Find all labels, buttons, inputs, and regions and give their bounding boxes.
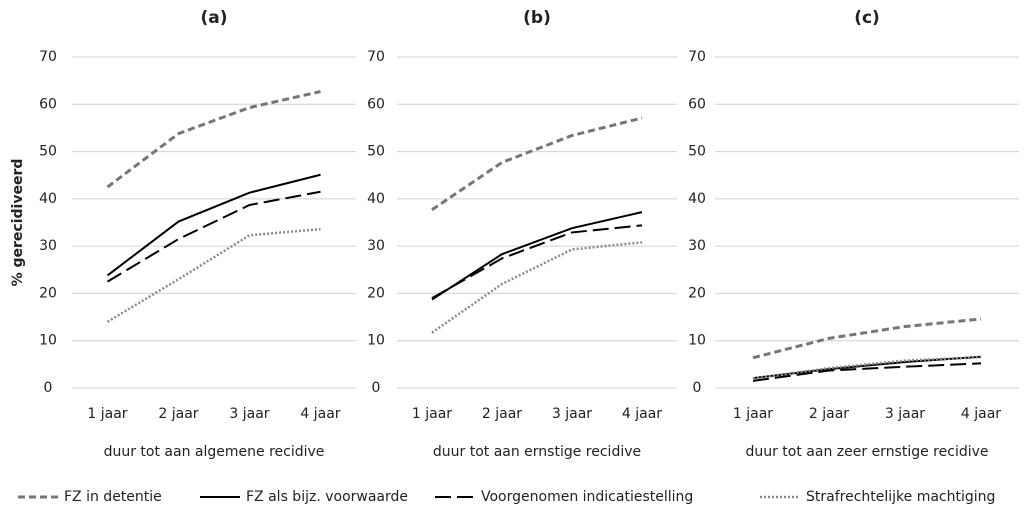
series-line xyxy=(431,241,643,334)
x-tick-label: 2 jaar xyxy=(482,406,522,422)
y-tick-label: 40 xyxy=(39,191,57,207)
x-tick-label: 3 jaar xyxy=(885,406,925,422)
y-tick-label: 70 xyxy=(367,49,385,65)
y-tick-label: 40 xyxy=(367,191,385,207)
y-tick-label: 20 xyxy=(367,285,385,301)
series-line xyxy=(431,116,643,211)
x-tick-label: 4 jaar xyxy=(622,406,662,422)
x-tick-label: 3 jaar xyxy=(229,406,269,422)
series-line xyxy=(752,355,982,380)
legend-label: FZ in detentie xyxy=(64,489,162,505)
y-tick-label: 50 xyxy=(39,144,57,160)
x-tick-label: 2 jaar xyxy=(809,406,849,422)
y-tick-label: 30 xyxy=(688,238,706,254)
x-tick-label: 3 jaar xyxy=(552,406,592,422)
chart-title: (a) xyxy=(200,8,227,28)
x-tick-label: 1 jaar xyxy=(87,406,127,422)
y-tick-label: 30 xyxy=(367,238,385,254)
chart-title: (c) xyxy=(854,8,880,28)
y-tick-label: 20 xyxy=(39,285,57,301)
y-tick-label: 10 xyxy=(688,333,706,349)
x-axis-label: duur tot aan zeer ernstige recidive xyxy=(745,444,988,460)
x-tick-label: 4 jaar xyxy=(300,406,340,422)
series-line xyxy=(752,317,982,360)
y-tick-label: 70 xyxy=(39,49,57,65)
series-line xyxy=(752,362,982,382)
x-tick-label: 1 jaar xyxy=(412,406,452,422)
y-tick-label: 10 xyxy=(367,333,385,349)
y-tick-label: 60 xyxy=(39,96,57,112)
x-tick-label: 2 jaar xyxy=(158,406,198,422)
y-tick-label: 60 xyxy=(367,96,385,112)
y-tick-label: 0 xyxy=(44,380,53,396)
y-tick-label: 40 xyxy=(688,191,706,207)
y-tick-label: 10 xyxy=(39,333,57,349)
y-tick-label: 30 xyxy=(39,238,57,254)
y-tick-label: 60 xyxy=(688,96,706,112)
x-tick-label: 1 jaar xyxy=(733,406,773,422)
y-tick-label: 50 xyxy=(688,144,706,160)
series-line xyxy=(431,211,643,301)
x-axis-label: duur tot aan algemene recidive xyxy=(104,444,325,460)
series-line xyxy=(106,190,321,283)
legend-label: Strafrechtelijke machtiging xyxy=(806,489,995,505)
series-line xyxy=(106,227,321,323)
legend-label: Voorgenomen indicatiestelling xyxy=(481,489,693,505)
y-axis-label: % gerecidiveerd xyxy=(10,159,26,287)
y-tick-label: 20 xyxy=(688,285,706,301)
series-line xyxy=(106,90,321,189)
y-tick-label: 50 xyxy=(367,144,385,160)
series-line xyxy=(106,173,321,277)
legend-label: FZ als bijz. voorwaarde xyxy=(246,489,408,505)
x-axis-label: duur tot aan ernstige recidive xyxy=(433,444,641,460)
y-tick-label: 0 xyxy=(372,380,381,396)
y-tick-label: 70 xyxy=(688,49,706,65)
x-tick-label: 4 jaar xyxy=(961,406,1001,422)
y-tick-label: 0 xyxy=(693,380,702,396)
chart-title: (b) xyxy=(523,8,551,28)
series-line xyxy=(431,224,643,300)
